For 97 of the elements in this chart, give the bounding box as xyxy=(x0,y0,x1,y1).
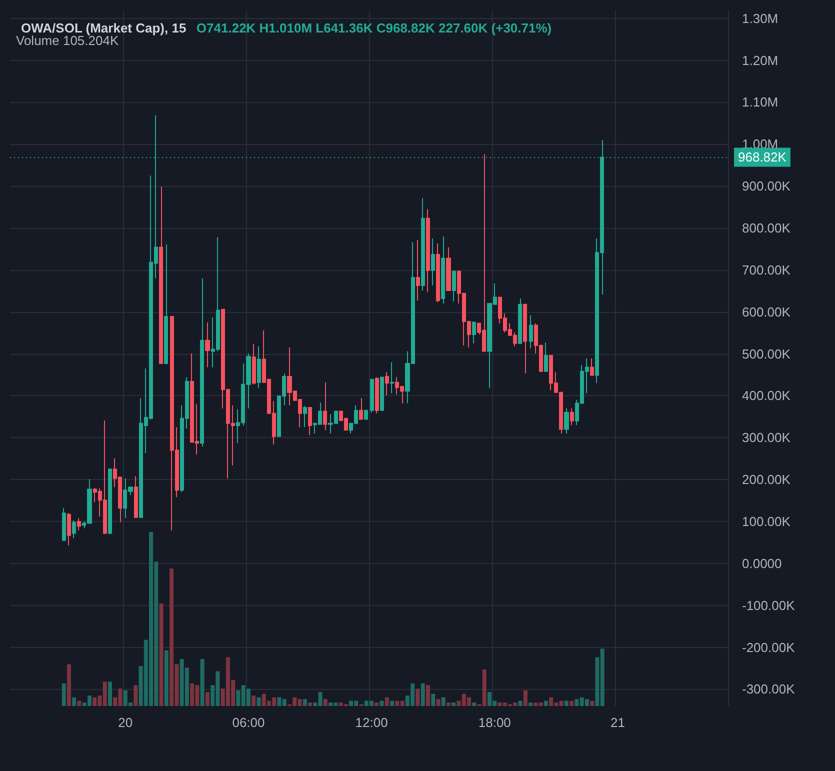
candlestick xyxy=(134,476,138,519)
candlestick xyxy=(446,246,451,291)
candlestick xyxy=(390,362,394,394)
bar xyxy=(590,700,594,706)
text: OWA/SOL (Market Cap), 15 xyxy=(21,20,186,36)
bar xyxy=(164,650,168,706)
bar xyxy=(564,700,568,706)
bar xyxy=(308,702,312,706)
bar xyxy=(518,700,522,706)
bar xyxy=(441,697,446,706)
bar xyxy=(66,664,71,706)
bar xyxy=(544,700,548,706)
candlestick xyxy=(385,372,389,396)
bar xyxy=(302,699,307,706)
candlestick xyxy=(431,238,435,286)
candlestick xyxy=(164,244,168,364)
bar xyxy=(205,692,210,706)
y-tick-label: 400.00K xyxy=(742,388,791,404)
bar xyxy=(77,700,82,706)
candlestick xyxy=(523,304,527,374)
y-tick-label: 500.00K xyxy=(742,346,791,362)
bar xyxy=(416,688,420,706)
bar xyxy=(472,702,476,706)
candlestick xyxy=(67,512,71,546)
candlestick xyxy=(257,346,261,389)
x-tick-label: 20 xyxy=(118,715,133,730)
bar xyxy=(420,683,425,706)
y-tick-label: 600.00K xyxy=(742,304,791,320)
candlestick xyxy=(77,518,81,531)
bar xyxy=(108,682,112,706)
candlestick xyxy=(359,398,363,420)
bar xyxy=(528,702,533,706)
x-tick-label: 12:00 xyxy=(355,715,388,730)
bar xyxy=(134,685,138,706)
bar xyxy=(62,683,66,706)
y-tick-label: -200.00K xyxy=(742,640,796,655)
y-tick-label: 1.30M xyxy=(742,10,778,26)
bar xyxy=(436,699,440,706)
candlestick xyxy=(370,378,374,414)
candlestick xyxy=(426,208,430,293)
candlestick xyxy=(544,342,548,372)
bar xyxy=(390,700,394,706)
candlestick xyxy=(62,508,66,541)
y-tick-label: 300.00K xyxy=(742,430,791,446)
bar xyxy=(200,659,204,706)
annotation: O741.22K H1.010M L641.36K C968.82K 227.60K (+30.71%) xyxy=(196,20,552,36)
candlestick xyxy=(380,376,384,411)
bar xyxy=(323,699,328,706)
candlestick xyxy=(200,278,204,447)
y-tick-label: 800.00K xyxy=(742,220,791,236)
bar xyxy=(570,700,574,706)
bar xyxy=(72,697,76,706)
candlestick xyxy=(375,376,379,414)
candlestick xyxy=(441,236,445,304)
bar xyxy=(374,702,379,706)
candlestick xyxy=(570,408,574,426)
x-tick-label: 18:00 xyxy=(478,715,511,730)
candlestick xyxy=(452,270,456,302)
y-tick-label: 1.10M xyxy=(742,94,778,110)
candlestick xyxy=(308,406,312,436)
bar xyxy=(252,696,256,706)
candlestick xyxy=(364,410,368,420)
y-tick-label: 1.20M xyxy=(742,52,778,68)
bar xyxy=(452,702,456,706)
y-tick-label: -300.00K xyxy=(742,682,796,697)
candlestick xyxy=(323,382,327,431)
candlestick xyxy=(564,408,569,434)
candlestick xyxy=(108,468,112,535)
bar xyxy=(256,697,261,706)
y-tick-label: 200.00K xyxy=(742,472,791,488)
bar xyxy=(159,603,164,706)
bar xyxy=(431,694,436,706)
y-tick-label: -100.00K xyxy=(742,598,796,613)
bar xyxy=(380,700,384,706)
candlestick xyxy=(252,344,256,385)
bar xyxy=(384,697,389,706)
y-tick-label: 700.00K xyxy=(742,262,791,278)
x-tick-label: 06:00 xyxy=(232,715,265,730)
candlestick xyxy=(416,240,420,302)
y-tick-label: 0.0000 xyxy=(742,556,782,571)
x-tick-label: 21 xyxy=(610,715,625,730)
ref-line-label: 968.82K xyxy=(738,150,787,165)
y-tick-label: 900.00K xyxy=(742,178,791,194)
y-tick-label: 100.00K xyxy=(742,514,791,530)
candlestick xyxy=(436,243,440,303)
candlestick xyxy=(472,321,476,344)
bar xyxy=(426,685,430,706)
bar xyxy=(523,690,528,706)
candlestick xyxy=(303,406,307,428)
candlestick xyxy=(529,314,533,349)
candlestick xyxy=(72,520,76,539)
bar xyxy=(446,702,450,706)
candlestick xyxy=(205,322,210,368)
candlestick xyxy=(590,358,594,376)
candlestick xyxy=(518,298,522,344)
candlestick xyxy=(421,198,425,291)
candlestick xyxy=(159,186,163,364)
